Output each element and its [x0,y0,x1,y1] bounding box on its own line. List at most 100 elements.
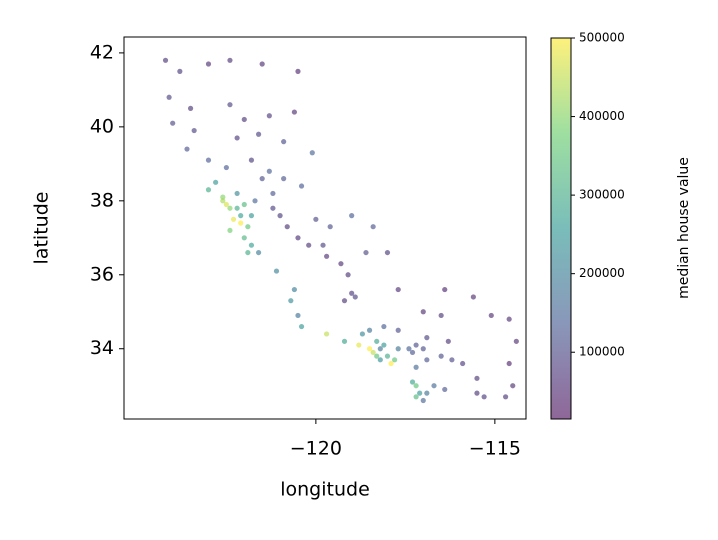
point [341,338,348,344]
point [388,360,394,367]
point [298,183,305,189]
point [170,120,176,126]
point [377,346,383,352]
point [409,349,416,356]
point [324,331,330,337]
point [395,327,401,333]
point [266,113,272,119]
point [381,323,387,330]
point [413,383,419,389]
point [395,346,401,352]
point [298,323,305,330]
point [409,379,416,385]
point [213,179,219,185]
colorbar-tick-label: 100000 [579,345,625,359]
point [481,394,487,400]
point [295,312,301,319]
x-tick-label: −120 [290,438,342,460]
point [227,227,233,234]
point [281,139,287,145]
point [270,190,276,197]
point [295,235,301,241]
point [227,102,233,108]
point [177,68,183,74]
point [363,249,369,256]
colorbar-tick-label: 300000 [579,188,625,202]
x-tick-label: −115 [469,438,521,460]
point [284,224,290,230]
point [324,253,330,259]
point [420,397,426,404]
point [349,213,355,219]
x-axis-label: longitude [280,479,370,501]
point [234,190,240,197]
point [184,146,190,152]
point [366,327,373,333]
point [291,109,297,115]
y-axis-label: latitude [31,192,53,265]
y-tick-label: 42 [90,41,114,63]
point [223,164,229,171]
point [370,349,376,356]
point [288,298,294,304]
y-tick-label: 34 [90,337,114,359]
point [295,68,301,74]
point [327,224,333,230]
point [255,249,262,256]
point [366,346,373,352]
point [424,357,430,363]
point [281,176,287,182]
y-tick-label: 40 [90,115,114,137]
point [417,390,423,396]
point [377,357,383,363]
point [424,390,430,396]
y-tick-label: 36 [90,263,114,285]
point [510,383,516,389]
point [187,105,194,111]
point [384,353,391,359]
point [506,316,512,322]
point [291,286,297,293]
point [248,157,255,163]
point [259,176,265,182]
point [374,338,380,344]
point [238,220,244,226]
point [220,198,226,204]
point [431,383,437,389]
point [413,394,419,400]
point [502,394,509,400]
point [266,168,272,174]
point [162,57,169,63]
point [424,335,430,341]
point [352,294,358,300]
point [166,94,172,100]
point [359,331,366,337]
point [488,312,494,319]
point [191,127,197,134]
point [238,213,244,219]
point [227,205,233,211]
point [474,375,480,381]
point [374,353,380,359]
point [442,286,448,293]
point [356,342,362,348]
point [259,61,265,67]
point [449,357,455,363]
point [248,242,255,248]
point [255,131,262,137]
point [320,242,326,248]
colorbar-label: median house value [676,157,692,299]
point [370,224,376,230]
point [445,338,451,344]
point [384,249,391,256]
point [220,194,226,200]
point [413,342,419,348]
point [420,346,426,352]
plot-frame [123,36,527,420]
point [241,235,247,241]
point [381,342,387,348]
colorbar [550,37,572,420]
point [413,364,419,370]
point [230,216,237,222]
